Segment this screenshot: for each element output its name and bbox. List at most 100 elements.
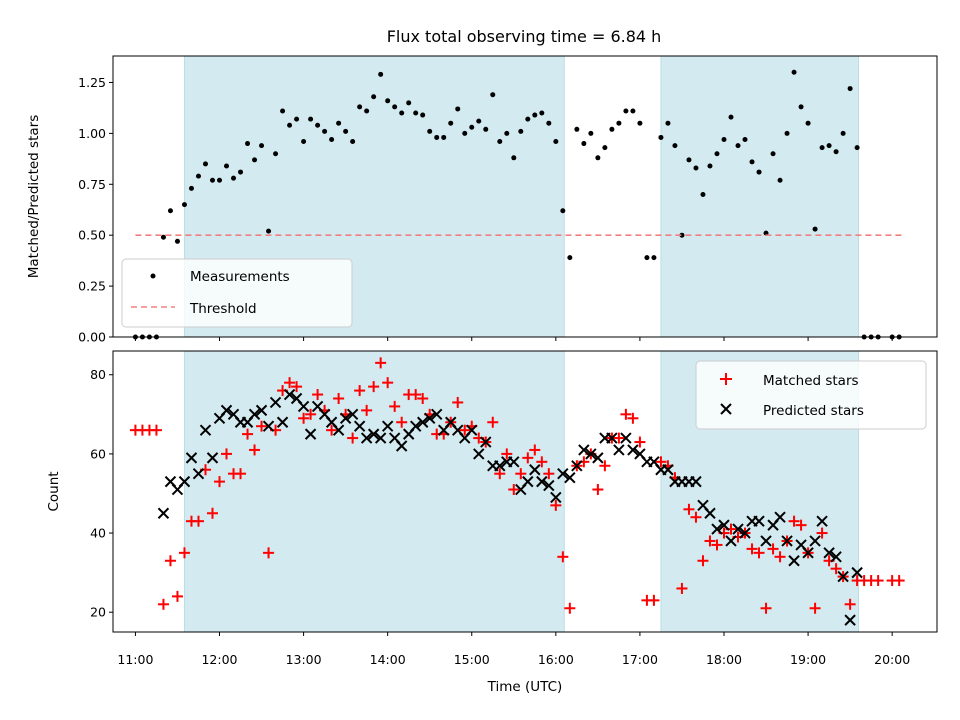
- matched-stars-point: [333, 392, 345, 404]
- measurements-point: [777, 177, 783, 183]
- matched-stars-point: [774, 551, 786, 563]
- bottom-xtick-label: 15:00: [454, 652, 490, 667]
- measurements-point: [490, 92, 496, 98]
- matched-stars-point: [354, 385, 366, 397]
- matched-stars-point: [627, 412, 639, 424]
- legend-measurements-label: Measurements: [190, 269, 290, 285]
- measurements-point: [420, 112, 426, 118]
- measurements-point: [644, 255, 650, 261]
- measurements-point: [707, 163, 713, 169]
- measurements-point: [532, 112, 538, 118]
- matched-stars-point: [256, 420, 268, 432]
- top-ytick-label: 0.00: [78, 330, 106, 345]
- matched-stars-point: [543, 468, 555, 480]
- top-chart-series: [132, 69, 904, 340]
- matched-stars-point: [844, 598, 856, 610]
- measurements-point: [202, 161, 208, 167]
- measurements-point: [791, 69, 797, 75]
- matched-stars-point: [347, 432, 359, 444]
- bottom-chart-ticks: 20 40 60 80 11:00 12:00 13:00 14:00 15:00 16:00 17…: [90, 367, 910, 667]
- predicted-stars-point: [704, 507, 716, 519]
- predicted-stars-point: [199, 424, 212, 436]
- measurements-point: [784, 130, 790, 136]
- predicted-stars-point: [255, 404, 268, 417]
- measurements-point: [665, 120, 671, 126]
- measurements-point: [195, 173, 201, 179]
- measurements-point: [174, 238, 180, 244]
- measurements-point: [441, 134, 447, 140]
- predicted-stars-point: [578, 444, 590, 456]
- legend-matched-stars-label: Matched stars: [763, 373, 859, 389]
- measurements-point: [679, 232, 685, 238]
- predicted-stars-point: [753, 515, 765, 527]
- predicted-stars-point: [332, 424, 345, 436]
- top-shaded-interval-2: [660, 55, 860, 338]
- measurements-point: [371, 94, 377, 100]
- bottom-xtick-label: 18:00: [706, 652, 742, 667]
- matched-stars-point: [494, 468, 506, 480]
- measurements-point: [427, 128, 433, 134]
- bottom-chart-legend: Matched stars Predicted stars: [695, 360, 927, 430]
- measurements-point: [392, 104, 398, 110]
- measurements-point: [406, 100, 412, 106]
- predicted-stars-point: [725, 535, 737, 547]
- predicted-stars-point: [360, 432, 373, 444]
- measurements-point: [399, 110, 405, 116]
- measurements-point: [700, 191, 706, 197]
- measurements-point: [630, 108, 636, 114]
- matched-stars-point: [697, 555, 709, 567]
- bottom-xtick-label: 11:00: [117, 652, 153, 667]
- top-ytick-label: 0.25: [78, 279, 106, 294]
- top-chart-legend: Measurements Threshold: [121, 258, 353, 328]
- measurements-point: [462, 130, 468, 136]
- matched-stars-point: [599, 460, 611, 472]
- measurements-point: [602, 145, 608, 151]
- measurements-point: [525, 116, 531, 122]
- legend-matched-stars-marker: [720, 373, 732, 385]
- predicted-stars-point: [346, 408, 359, 421]
- predicted-stars-point: [564, 471, 576, 484]
- measurements-point: [483, 126, 489, 132]
- measurements-point: [833, 149, 839, 155]
- predicted-stars-point: [851, 566, 863, 579]
- bottom-xtick-label: 17:00: [622, 652, 658, 667]
- matched-stars-point: [676, 582, 688, 594]
- matched-stars-point: [536, 456, 548, 468]
- measurements-point: [546, 120, 552, 126]
- predicted-stars-point: [592, 452, 604, 464]
- matched-stars-point: [221, 448, 233, 460]
- measurements-point: [805, 120, 811, 126]
- measurements-point: [357, 104, 363, 110]
- matched-stars-point: [298, 412, 310, 424]
- measurements-point: [364, 108, 370, 114]
- measurements-point: [167, 208, 173, 214]
- predicted-stars-point: [431, 408, 443, 421]
- matched-stars-point: [206, 507, 218, 519]
- measurements-point: [245, 141, 251, 147]
- predicted-stars-point: [206, 452, 219, 464]
- matched-stars-point: [508, 484, 520, 496]
- measurements-point: [301, 139, 307, 145]
- matched-stars-point: [557, 551, 569, 563]
- matched-stars-point: [655, 456, 667, 468]
- predicted-stars-point: [248, 408, 261, 421]
- measurements-point: [735, 143, 741, 149]
- measurements-point: [539, 110, 545, 116]
- bottom-xtick-label: 16:00: [538, 652, 574, 667]
- predicted-stars-point: [690, 475, 702, 488]
- predicted-stars-point: [157, 507, 170, 519]
- predicted-stars-point: [480, 436, 492, 448]
- measurements-point: [217, 177, 223, 183]
- measurements-point: [560, 208, 566, 214]
- bottom-xtick-label: 12:00: [201, 652, 237, 667]
- legend-threshold-label: Threshold: [189, 301, 257, 317]
- measurements-point: [280, 108, 286, 114]
- measurements-point: [518, 128, 524, 134]
- matched-stars-point: [760, 602, 772, 614]
- measurements-point: [266, 228, 272, 234]
- predicted-stars-point: [571, 460, 583, 472]
- top-chart-ylabel: Matched/Predicted stars: [26, 115, 42, 278]
- bottom-chart-xlabel: Time (UTC): [487, 679, 563, 695]
- matched-stars-point: [263, 547, 275, 559]
- matched-stars-point: [487, 416, 499, 428]
